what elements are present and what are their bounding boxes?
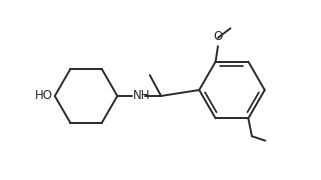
Text: O: O (213, 30, 222, 43)
Text: HO: HO (34, 89, 52, 102)
Text: NH: NH (133, 89, 150, 102)
